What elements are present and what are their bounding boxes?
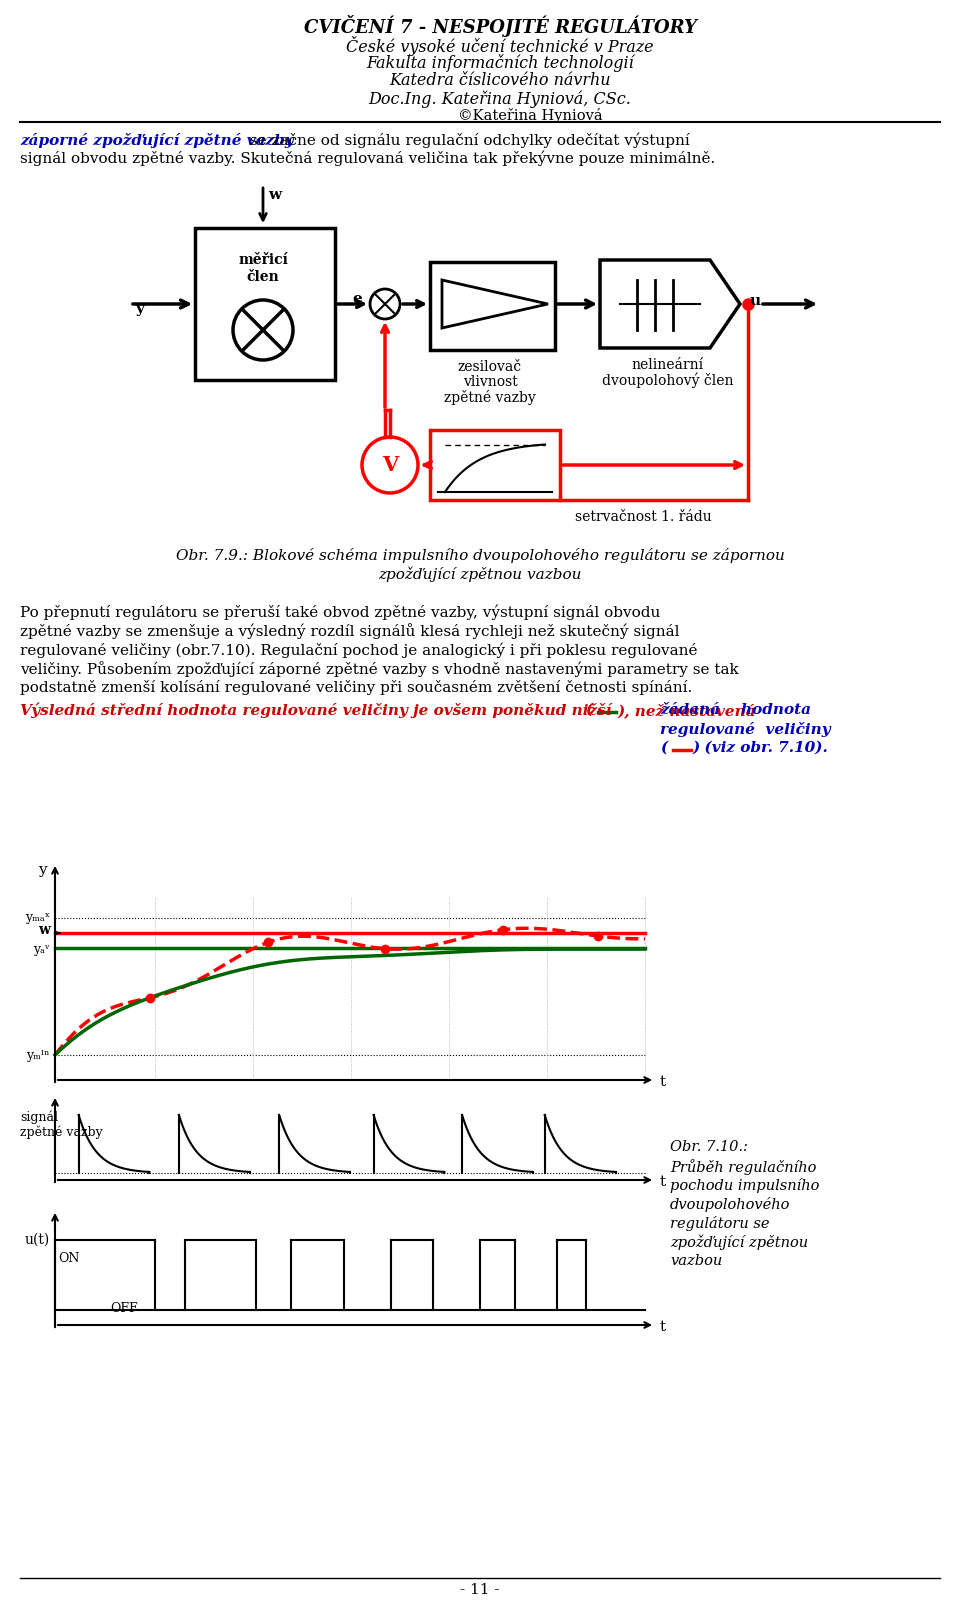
Bar — [430, 261, 555, 350]
Text: V: V — [382, 456, 398, 475]
Bar — [430, 430, 560, 500]
Text: y: y — [38, 863, 47, 877]
Text: zpožďující zpětnou: zpožďující zpětnou — [670, 1235, 808, 1251]
Text: w: w — [268, 188, 281, 202]
Text: yₘₐˣ: yₘₐˣ — [25, 911, 50, 924]
Text: t: t — [660, 1075, 666, 1089]
Text: zpětné vazby se zmenšuje a výsledný rozdíl signálů klesá rychleji než skutečný s: zpětné vazby se zmenšuje a výsledný rozd… — [20, 622, 680, 638]
Text: měřicí: měřicí — [238, 253, 288, 266]
Text: pochodu impulsního: pochodu impulsního — [670, 1177, 820, 1193]
Text: u: u — [750, 294, 761, 308]
Text: Výsledná střední hodnota regulované veličiny je ovšem poněkud nižší: Výsledná střední hodnota regulované veli… — [20, 703, 612, 719]
Text: signál obvodu zpětné vazby. Skutečná regulovaná veličina tak překývne pouze mini: signál obvodu zpětné vazby. Skutečná reg… — [20, 151, 715, 167]
Text: ©Kateřina Hyniová: ©Kateřina Hyniová — [458, 107, 602, 124]
Text: yₘᴵⁿ: yₘᴵⁿ — [27, 1049, 50, 1062]
Text: w: w — [38, 922, 50, 937]
Text: y: y — [135, 302, 144, 316]
Text: yₐᵛ: yₐᵛ — [34, 943, 50, 956]
Text: veličiny. Působením zpožďující záporné zpětné vazby s vhodně nastavenými paramet: veličiny. Působením zpožďující záporné z… — [20, 661, 739, 677]
Text: ) (viz obr. 7.10).: ) (viz obr. 7.10). — [693, 741, 828, 755]
Text: regulované veličiny (obr.7.10). Regulační pochod je analogický i při poklesu reg: regulované veličiny (obr.7.10). Regulačn… — [20, 642, 698, 658]
Text: - 11 -: - 11 - — [460, 1583, 500, 1598]
Text: zesilovač: zesilovač — [458, 359, 522, 374]
Text: Fakulta informačních technologií: Fakulta informačních technologií — [366, 55, 634, 72]
Text: člen: člen — [247, 269, 279, 284]
Text: Obr. 7.10.:: Obr. 7.10.: — [670, 1140, 748, 1153]
Text: regulované  veličiny: regulované veličiny — [660, 722, 830, 736]
Text: signál
zpětné vazby: signál zpětné vazby — [20, 1110, 103, 1139]
Text: Katedra číslicového návrhu: Katedra číslicového návrhu — [389, 72, 611, 88]
Circle shape — [362, 436, 418, 492]
Text: t: t — [660, 1176, 666, 1189]
Polygon shape — [600, 260, 740, 348]
Text: ON: ON — [58, 1251, 80, 1264]
Text: záporné zpožďující zpětné vazby: záporné zpožďující zpětné vazby — [20, 133, 294, 148]
Text: České vysoké učení technické v Praze: České vysoké učení technické v Praze — [347, 35, 654, 56]
Circle shape — [370, 289, 400, 319]
Text: ), než nastavená: ), než nastavená — [618, 703, 756, 719]
Text: Po přepnutí regulátoru se přeruší také obvod zpětné vazby, výstupní signál obvod: Po přepnutí regulátoru se přeruší také o… — [20, 605, 660, 619]
Text: žádaná    hodnota: žádaná hodnota — [660, 703, 811, 717]
Text: nelineární: nelineární — [632, 358, 704, 372]
Text: zpožďující zpětnou vazbou: zpožďující zpětnou vazbou — [378, 566, 582, 582]
Text: podstatně zmenší kolísání regulované veličiny při současném zvětšení četnosti sp: podstatně zmenší kolísání regulované vel… — [20, 680, 692, 695]
Text: Doc.Ing. Kateřina Hyniová, CSc.: Doc.Ing. Kateřina Hyniová, CSc. — [369, 90, 632, 107]
Text: Obr. 7.9.: Blokové schéma impulsního dvoupolohového regulátoru se zápornou: Obr. 7.9.: Blokové schéma impulsního dvo… — [176, 549, 784, 563]
Text: Průběh regulačního: Průběh regulačního — [670, 1160, 816, 1174]
Text: setrvačnost 1. řádu: setrvačnost 1. řádu — [575, 510, 711, 525]
Text: (: ( — [660, 741, 667, 755]
Text: vlivnost: vlivnost — [463, 375, 517, 390]
Text: t: t — [660, 1320, 666, 1335]
Text: regulátoru se: regulátoru se — [670, 1216, 770, 1230]
Bar — [195, 228, 335, 380]
Text: zpětné vazby: zpětné vazby — [444, 390, 536, 404]
Text: se začne od signálu regulační odchylky odečítat výstupní: se začne od signálu regulační odchylky o… — [245, 133, 689, 149]
Text: CVIČENÍ 7 - NESPOJITÉ REGULÁTORY: CVIČENÍ 7 - NESPOJITÉ REGULÁTORY — [303, 14, 697, 37]
Text: OFF: OFF — [110, 1301, 137, 1315]
Text: (: ( — [585, 703, 592, 717]
Polygon shape — [442, 281, 548, 327]
Text: e: e — [352, 292, 362, 306]
Text: vazbou: vazbou — [670, 1254, 722, 1269]
Text: dvoupolohový člen: dvoupolohový člen — [602, 374, 733, 388]
Text: u(t): u(t) — [25, 1233, 50, 1246]
Circle shape — [233, 300, 293, 359]
Text: dvoupolohového: dvoupolohového — [670, 1197, 790, 1213]
